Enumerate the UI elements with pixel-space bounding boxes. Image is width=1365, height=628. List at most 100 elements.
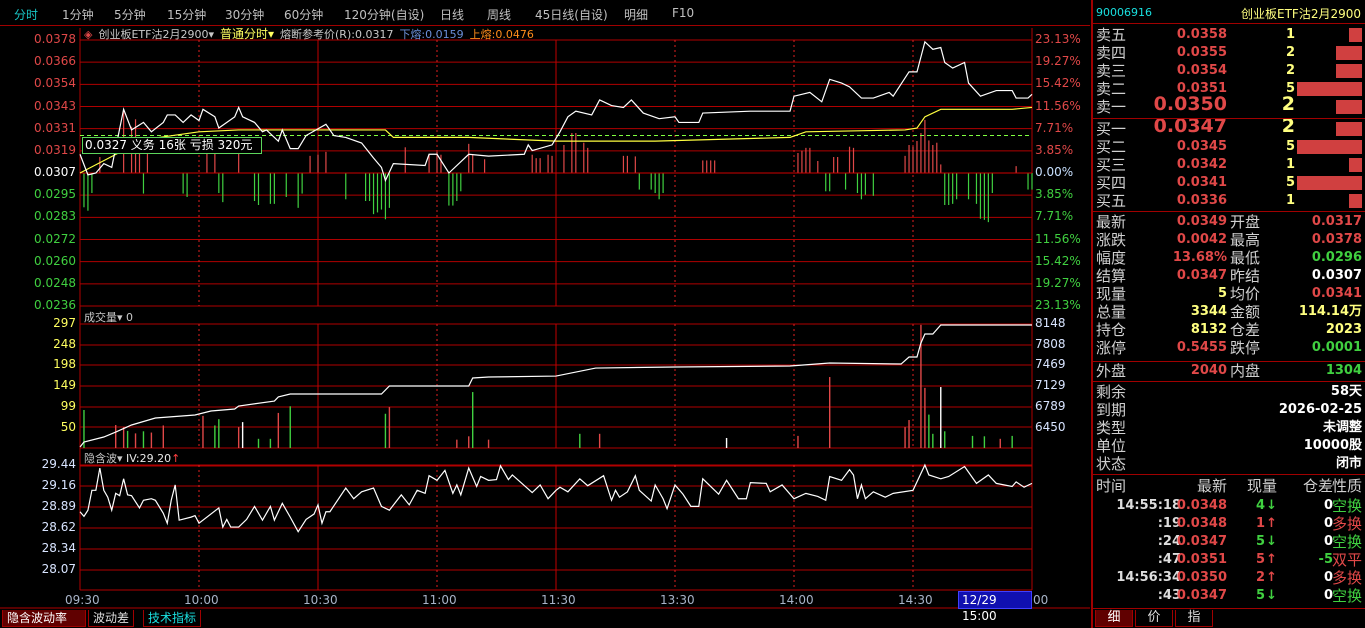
- trade-price: 0.0348: [1176, 498, 1227, 513]
- trade-price: 0.0348: [1176, 516, 1227, 531]
- instrument-selector[interactable]: 创业板ETF沽2月2900▾: [98, 28, 214, 41]
- period-tab[interactable]: 30分钟: [225, 8, 265, 22]
- trade-volume: 5: [1255, 534, 1265, 549]
- position-annotation: 0.0327 义务 16张 亏损 320元: [82, 137, 262, 154]
- info-value: 10000股: [1303, 438, 1362, 453]
- stat-value: 0.0307: [1311, 268, 1362, 283]
- price-axis-label: 0.0331: [34, 120, 76, 135]
- period-tab[interactable]: 1分钟: [62, 8, 94, 22]
- volume-axis-label: 99: [60, 398, 76, 413]
- tab-implied-volatility[interactable]: 隐含波动率: [2, 610, 86, 627]
- book-label: 卖五: [1096, 26, 1127, 44]
- book-volume-bar: [1297, 140, 1362, 154]
- book-label: 卖二: [1096, 80, 1127, 98]
- stat-value: 3344: [1190, 304, 1227, 319]
- oi-axis-label: 7129: [1035, 378, 1066, 393]
- period-tab[interactable]: 60分钟: [284, 8, 324, 22]
- info-label: 剩余: [1096, 383, 1127, 401]
- trade-time: :43: [1157, 588, 1181, 603]
- book-volume-bar: [1336, 64, 1362, 78]
- iv-line: [79, 463, 1033, 533]
- period-tab[interactable]: 明细: [624, 8, 649, 22]
- pct-axis-label: 11.56%: [1035, 231, 1081, 246]
- trade-price: 0.0347: [1176, 534, 1227, 549]
- book-price[interactable]: 0.0354: [1176, 63, 1227, 78]
- stat-label: 持仓: [1096, 321, 1127, 339]
- price-axis-label: 0.0260: [34, 253, 76, 268]
- book-price[interactable]: 0.0355: [1176, 45, 1227, 60]
- stat-label: 跌停: [1230, 339, 1261, 357]
- stat-label: 开盘: [1230, 213, 1261, 231]
- period-tab[interactable]: F10: [672, 6, 695, 20]
- trade-volume: 1: [1255, 516, 1265, 531]
- upper-limit: 上熔:0.0476: [469, 28, 534, 41]
- trade-nature: 空换: [1331, 533, 1362, 551]
- period-tab[interactable]: 周线: [487, 8, 512, 22]
- period-tab[interactable]: 45日线(自设): [535, 8, 608, 22]
- book-price[interactable]: 0.0342: [1176, 157, 1227, 172]
- info-label: 单位: [1096, 437, 1127, 455]
- stat-value: 0.5455: [1176, 340, 1227, 355]
- tab-detail[interactable]: 细: [1095, 610, 1133, 627]
- period-tab[interactable]: 5分钟: [114, 8, 146, 22]
- mode-selector[interactable]: 普通分时▾: [219, 27, 275, 41]
- book-price[interactable]: 0.0347: [1153, 115, 1227, 137]
- tab-volatility-spread[interactable]: 波动差: [88, 610, 135, 627]
- info-value: 58天: [1330, 384, 1362, 399]
- period-tab[interactable]: 分时: [14, 8, 39, 22]
- price-axis-label: 0.0319: [34, 142, 76, 157]
- book-volume: 1: [1285, 27, 1295, 42]
- trade-direction-icon: ↓: [1266, 588, 1277, 603]
- tab-technical-indicators[interactable]: 技术指标: [143, 610, 202, 627]
- book-price[interactable]: 0.0351: [1176, 81, 1227, 96]
- price-axis-label: 0.0343: [34, 98, 76, 113]
- book-volume-bar: [1349, 158, 1362, 172]
- price-axis-label: 0.0307: [34, 165, 76, 179]
- trade-time: :47: [1157, 552, 1181, 567]
- intraday-chart: [0, 28, 1090, 609]
- info-label: 到期: [1096, 401, 1127, 419]
- iv-axis-label: 28.62: [41, 520, 76, 534]
- book-label: 卖三: [1096, 62, 1127, 80]
- book-price[interactable]: 0.0350: [1153, 93, 1227, 115]
- stat-label: 幅度: [1096, 249, 1127, 267]
- book-label: 卖一: [1096, 98, 1127, 116]
- book-volume: 1: [1285, 157, 1295, 172]
- trade-nature: 空换: [1331, 587, 1362, 605]
- book-price[interactable]: 0.0336: [1176, 193, 1227, 208]
- trade-oi-change: -5: [1318, 552, 1333, 567]
- trade-volume: 2: [1255, 570, 1265, 585]
- stat-label: 涨停: [1096, 339, 1127, 357]
- trades-column-header: 时间: [1096, 477, 1127, 495]
- trades-column-header: 现量: [1246, 477, 1277, 495]
- pct-axis-label: 0.00%: [1035, 165, 1074, 179]
- tab-price[interactable]: 价: [1135, 610, 1173, 627]
- period-tab[interactable]: 日线: [440, 8, 465, 22]
- pct-axis-label: 19.27%: [1035, 275, 1081, 290]
- time-cursor: 12/29 15:00: [958, 591, 1032, 623]
- inner-value: 1304: [1325, 363, 1362, 378]
- tab-index[interactable]: 指: [1175, 610, 1213, 627]
- period-tab[interactable]: 120分钟(自设): [344, 8, 425, 22]
- book-volume-bar: [1336, 46, 1362, 60]
- book-volume-bar: [1349, 28, 1362, 42]
- trade-time: 14:55:18: [1116, 498, 1181, 513]
- stat-label: 仓差: [1230, 321, 1261, 339]
- iv-pane-header[interactable]: 隐含波▾ IV:29.20↑: [84, 450, 180, 466]
- info-label: 状态: [1096, 455, 1127, 473]
- price-axis-label: 0.0366: [34, 54, 76, 69]
- book-price[interactable]: 0.0345: [1176, 139, 1227, 154]
- trade-price: 0.0351: [1176, 552, 1227, 567]
- period-tab[interactable]: 15分钟: [167, 8, 207, 22]
- book-price[interactable]: 0.0341: [1176, 175, 1227, 190]
- book-volume-bar: [1349, 194, 1362, 208]
- book-price[interactable]: 0.0358: [1176, 27, 1227, 42]
- book-volume-bar: [1297, 82, 1362, 96]
- trades-column-header: 性质: [1331, 477, 1362, 495]
- trade-price: 0.0347: [1176, 588, 1227, 603]
- pct-axis-label: 15.42%: [1035, 253, 1081, 268]
- lower-limit: 下熔:0.0159: [399, 28, 464, 41]
- volume-pane-header[interactable]: 成交量▾ 0: [84, 311, 134, 324]
- stat-label: 最新: [1096, 213, 1127, 231]
- time-axis-label: 10:00: [184, 593, 219, 607]
